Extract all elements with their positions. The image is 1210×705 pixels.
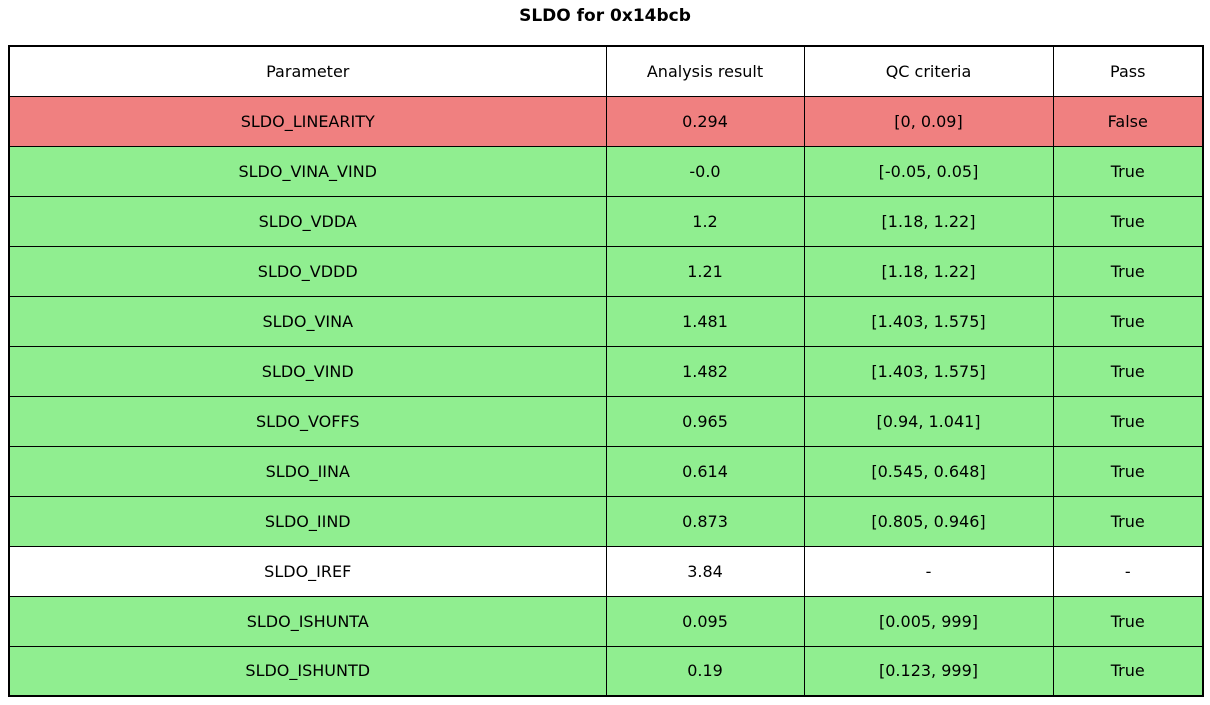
pass-cell: True (1052, 495, 1204, 547)
qc-criteria-cell: [0.545, 0.648] (803, 445, 1054, 497)
parameter-cell: SLDO_VDDD (8, 245, 607, 297)
analysis-result-cell: 0.965 (605, 395, 805, 447)
analysis-result-cell: 1.482 (605, 345, 805, 397)
parameter-cell: SLDO_ISHUNTD (8, 645, 607, 697)
pass-cell: True (1052, 145, 1204, 197)
qc-criteria-cell: [1.18, 1.22] (803, 245, 1054, 297)
analysis-result-cell: 0.614 (605, 445, 805, 497)
qc-criteria-cell: - (803, 545, 1054, 597)
pass-cell: True (1052, 245, 1204, 297)
table-row: SLDO_ISHUNTA 0.095 [0.005, 999] True (8, 595, 1204, 647)
parameter-cell: SLDO_IREF (8, 545, 607, 597)
table-header-row: Parameter Analysis result QC criteria Pa… (8, 45, 1204, 97)
table-row: SLDO_VINA_VIND -0.0 [-0.05, 0.05] True (8, 145, 1204, 197)
pass-cell: False (1052, 95, 1204, 147)
pass-cell: True (1052, 295, 1204, 347)
parameter-cell: SLDO_VDDA (8, 195, 607, 247)
analysis-result-cell: 1.21 (605, 245, 805, 297)
column-header-qc-criteria: QC criteria (803, 45, 1054, 97)
parameter-cell: SLDO_VIND (8, 345, 607, 397)
parameter-cell: SLDO_VINA (8, 295, 607, 347)
column-header-analysis-result: Analysis result (605, 45, 805, 97)
parameter-cell: SLDO_IIND (8, 495, 607, 547)
parameter-cell: SLDO_IINA (8, 445, 607, 497)
table-row: SLDO_ISHUNTD 0.19 [0.123, 999] True (8, 645, 1204, 697)
parameter-cell: SLDO_VOFFS (8, 395, 607, 447)
qc-criteria-cell: [-0.05, 0.05] (803, 145, 1054, 197)
pass-cell: True (1052, 595, 1204, 647)
qc-criteria-cell: [1.403, 1.575] (803, 295, 1054, 347)
page-title: SLDO for 0x14bcb (519, 6, 691, 26)
parameter-cell: SLDO_VINA_VIND (8, 145, 607, 197)
parameter-cell: SLDO_ISHUNTA (8, 595, 607, 647)
analysis-result-cell: 0.294 (605, 95, 805, 147)
analysis-result-cell: 0.19 (605, 645, 805, 697)
pass-cell: - (1052, 545, 1204, 597)
table-row: SLDO_VIND 1.482 [1.403, 1.575] True (8, 345, 1204, 397)
analysis-result-cell: 0.873 (605, 495, 805, 547)
qc-criteria-cell: [1.403, 1.575] (803, 345, 1054, 397)
pass-cell: True (1052, 395, 1204, 447)
pass-cell: True (1052, 345, 1204, 397)
qc-criteria-cell: [1.18, 1.22] (803, 195, 1054, 247)
pass-cell: True (1052, 645, 1204, 697)
table-row: SLDO_IREF 3.84 - - (8, 545, 1204, 597)
table-row: SLDO_LINEARITY 0.294 [0, 0.09] False (8, 95, 1204, 147)
table-row: SLDO_VOFFS 0.965 [0.94, 1.041] True (8, 395, 1204, 447)
table-row: SLDO_VDDD 1.21 [1.18, 1.22] True (8, 245, 1204, 297)
column-header-pass: Pass (1052, 45, 1204, 97)
qc-criteria-cell: [0.94, 1.041] (803, 395, 1054, 447)
analysis-result-cell: 0.095 (605, 595, 805, 647)
qc-criteria-cell: [0.123, 999] (803, 645, 1054, 697)
table-header: Parameter Analysis result QC criteria Pa… (8, 45, 1204, 97)
qc-results-table: Parameter Analysis result QC criteria Pa… (8, 45, 1204, 697)
analysis-result-cell: 1.2 (605, 195, 805, 247)
table-row: SLDO_VINA 1.481 [1.403, 1.575] True (8, 295, 1204, 347)
analysis-result-cell: -0.0 (605, 145, 805, 197)
qc-criteria-cell: [0, 0.09] (803, 95, 1054, 147)
analysis-result-cell: 1.481 (605, 295, 805, 347)
table-body: SLDO_LINEARITY 0.294 [0, 0.09] False SLD… (8, 95, 1204, 697)
pass-cell: True (1052, 445, 1204, 497)
table-row: SLDO_IINA 0.614 [0.545, 0.648] True (8, 445, 1204, 497)
qc-criteria-cell: [0.805, 0.946] (803, 495, 1054, 547)
table-row: SLDO_VDDA 1.2 [1.18, 1.22] True (8, 195, 1204, 247)
analysis-result-cell: 3.84 (605, 545, 805, 597)
parameter-cell: SLDO_LINEARITY (8, 95, 607, 147)
qc-criteria-cell: [0.005, 999] (803, 595, 1054, 647)
column-header-parameter: Parameter (8, 45, 607, 97)
pass-cell: True (1052, 195, 1204, 247)
table-row: SLDO_IIND 0.873 [0.805, 0.946] True (8, 495, 1204, 547)
